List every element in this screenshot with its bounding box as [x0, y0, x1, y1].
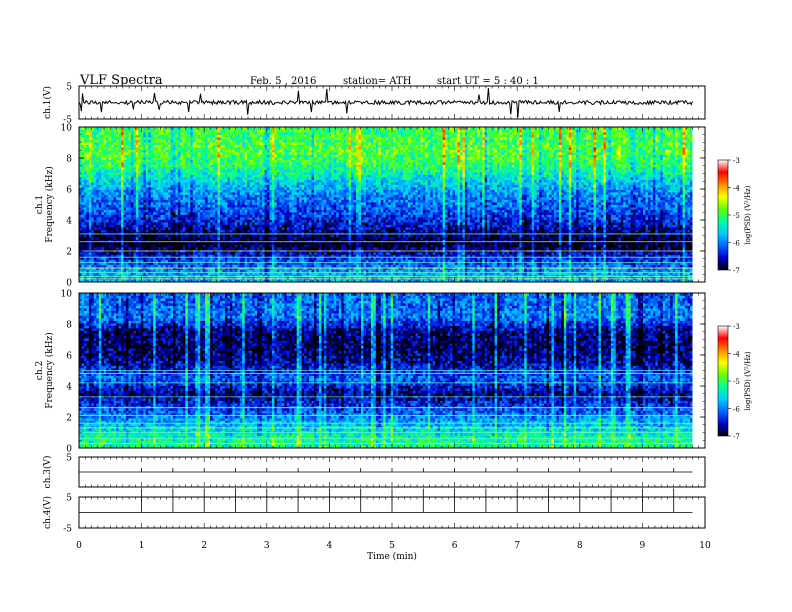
no-data-strip — [692, 127, 705, 282]
x-tick-label: 10 — [699, 541, 711, 551]
panel-3: 0 2 4 6 8 10 ch.2Frequency (kHz) — [35, 290, 706, 455]
colorbar-gradient — [717, 325, 729, 437]
x-tick-label: 0 — [76, 541, 82, 551]
x-tick-label: 5 — [389, 541, 395, 551]
y-tick-label: -5 — [63, 525, 72, 535]
colorbar-tick-label: -3 — [733, 157, 740, 165]
colorbar-tick-label: -7 — [733, 267, 740, 275]
y-tick-label: 0 — [66, 279, 72, 289]
y-tick-label: 8 — [66, 321, 72, 331]
y-tick-label: 6 — [66, 186, 72, 196]
y-axis-label: ch.4(V) — [42, 496, 53, 529]
colorbar-label: log(PSD) (V²/Hz) — [744, 351, 752, 410]
y-tick-label: 0 — [66, 445, 72, 455]
no-data-strip — [692, 293, 705, 448]
y-tick-label: 5 — [66, 83, 72, 93]
waveform-trace — [78, 88, 693, 118]
colorbar-tick-label: -6 — [733, 406, 740, 414]
panel-2: 0 2 4 6 8 10 ch.1Frequency (kHz) — [35, 124, 706, 289]
colorbar-gradient — [717, 159, 729, 271]
colorbar-tick-label: -3 — [733, 323, 740, 331]
colorbar-tick-label: -4 — [733, 185, 740, 193]
y-tick-label: 2 — [66, 414, 72, 424]
y-tick-label: 5 — [66, 454, 72, 464]
chart-title: VLF Spectra — [80, 73, 163, 88]
colorbar-tick-label: -5 — [733, 378, 740, 386]
x-tick-label: 1 — [139, 541, 145, 551]
y-tick-label: 2 — [66, 248, 72, 258]
colorbar-tick-label: -6 — [733, 240, 740, 248]
colorbar-1: -3 -4 -5 -6 -7 log(PSD) (V²/Hz) — [717, 157, 752, 275]
y-tick-label: 6 — [66, 352, 72, 362]
y-tick-label: 4 — [66, 383, 72, 393]
y-tick-label: 4 — [66, 217, 72, 227]
y-tick-label: 8 — [66, 155, 72, 165]
x-tick-label: 7 — [514, 541, 520, 551]
x-tick-label: 8 — [577, 541, 583, 551]
y-tick-label: 10 — [61, 124, 73, 134]
x-tick-label: 3 — [264, 541, 270, 551]
x-tick-label: 9 — [640, 541, 646, 551]
panel-4: 5 ch.3(V) — [42, 454, 706, 489]
x-tick-label: 6 — [452, 541, 458, 551]
y-axis-label: ch.3(V) — [42, 456, 53, 489]
y-tick-label: 5 — [66, 494, 72, 504]
x-tick-label: 4 — [327, 541, 333, 551]
y-axis-label: ch.2Frequency (kHz) — [35, 332, 55, 409]
y-axis-label: ch.1(V) — [42, 86, 53, 119]
panel-5: 5 -5 ch.4(V) — [42, 488, 706, 535]
colorbar-2: -3 -4 -5 -6 -7 log(PSD) (V²/Hz) — [717, 323, 752, 441]
y-axis-label: ch.1Frequency (kHz) — [35, 166, 55, 243]
y-tick-label: 10 — [61, 290, 73, 300]
y-tick-label: -5 — [63, 116, 72, 126]
date-label: Feb. 5 , 2016 — [250, 76, 316, 87]
spectrogram-heatmap — [79, 127, 693, 283]
start-time-label: start UT = 5 : 40 : 1 — [437, 76, 539, 87]
panel-1: 5 -5 ch.1(V) — [42, 83, 706, 126]
colorbar-tick-label: -7 — [733, 433, 740, 441]
station-label: station= ATH — [343, 76, 411, 87]
colorbar-tick-label: -4 — [733, 351, 740, 359]
colorbar-label: log(PSD) (V²/Hz) — [744, 185, 752, 244]
x-tick-label: 2 — [201, 541, 207, 551]
colorbar-tick-label: -5 — [733, 212, 740, 220]
x-axis-label: Time (min) — [367, 551, 417, 562]
